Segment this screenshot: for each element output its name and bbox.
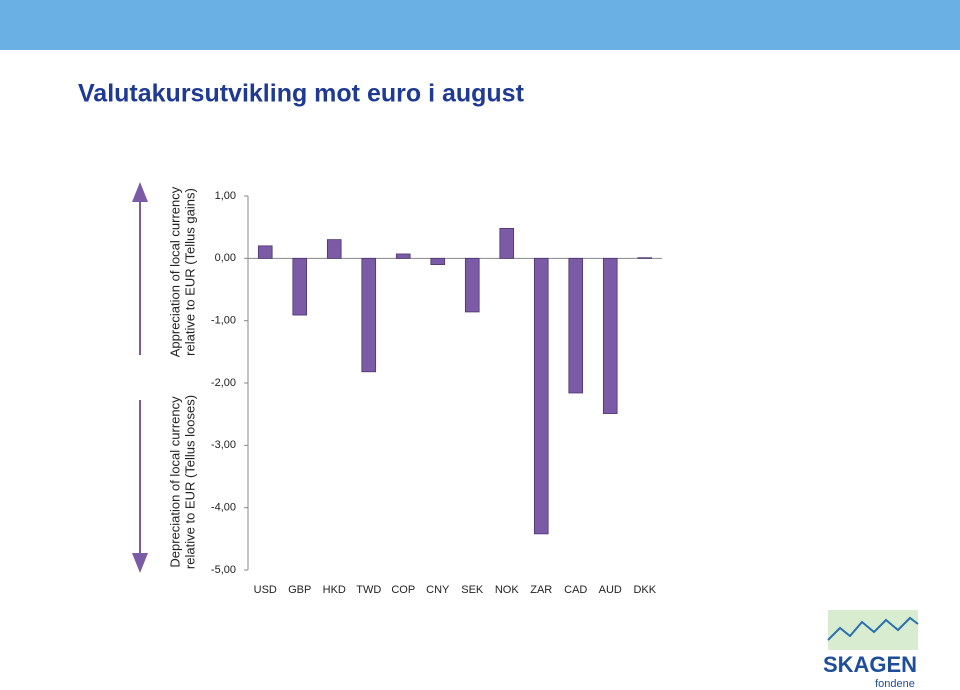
banner: [0, 0, 960, 50]
bar: [499, 228, 515, 259]
bar: [637, 257, 653, 259]
x-tick-label: AUD: [599, 584, 622, 596]
x-tick-label: TWD: [356, 584, 381, 596]
bar: [257, 245, 273, 259]
x-tick-label: SEK: [461, 584, 484, 596]
annotation: Appreciation of local currency: [167, 186, 182, 357]
x-tick-label: ZAR: [530, 584, 552, 596]
x-tick-label: CNY: [426, 584, 450, 596]
bar: [533, 257, 549, 535]
bar: [430, 257, 446, 265]
chart-title: Valutakursutvikling mot euro i august: [78, 80, 525, 108]
bar: [326, 239, 342, 259]
x-tick-label: USD: [254, 584, 277, 596]
y-tick-label: 1,00: [215, 190, 236, 202]
x-tick-label: GBP: [288, 584, 311, 596]
x-tick-label: DKK: [633, 584, 656, 596]
y-tick-label: -1,00: [211, 315, 236, 327]
y-tick-label: -4,00: [211, 502, 236, 514]
annotation: relative to EUR (Tellus looses): [182, 395, 197, 569]
y-tick-label: -3,00: [211, 439, 236, 451]
y-tick-label: -5,00: [211, 564, 236, 576]
y-tick-label: 0,00: [215, 252, 236, 264]
x-tick-label: CAD: [564, 584, 587, 596]
logo-name: SKAGEN: [823, 652, 917, 677]
annotation: Depreciation of local currency: [167, 396, 182, 568]
logo-tagline: fondene: [875, 678, 915, 690]
logo-line: [827, 616, 919, 641]
bar: [395, 253, 411, 259]
bar: [292, 257, 308, 316]
bar: [361, 257, 377, 373]
bar: [568, 257, 584, 394]
logo: SKAGEN fondene: [823, 610, 919, 690]
annotation: relative to EUR (Tellus gains): [182, 188, 197, 356]
bar: [602, 257, 618, 414]
x-tick-label: COP: [391, 584, 415, 596]
x-tick-label: NOK: [495, 584, 520, 596]
x-tick-label: HKD: [323, 584, 346, 596]
y-tick-label: -2,00: [211, 377, 236, 389]
bar: [464, 257, 480, 313]
